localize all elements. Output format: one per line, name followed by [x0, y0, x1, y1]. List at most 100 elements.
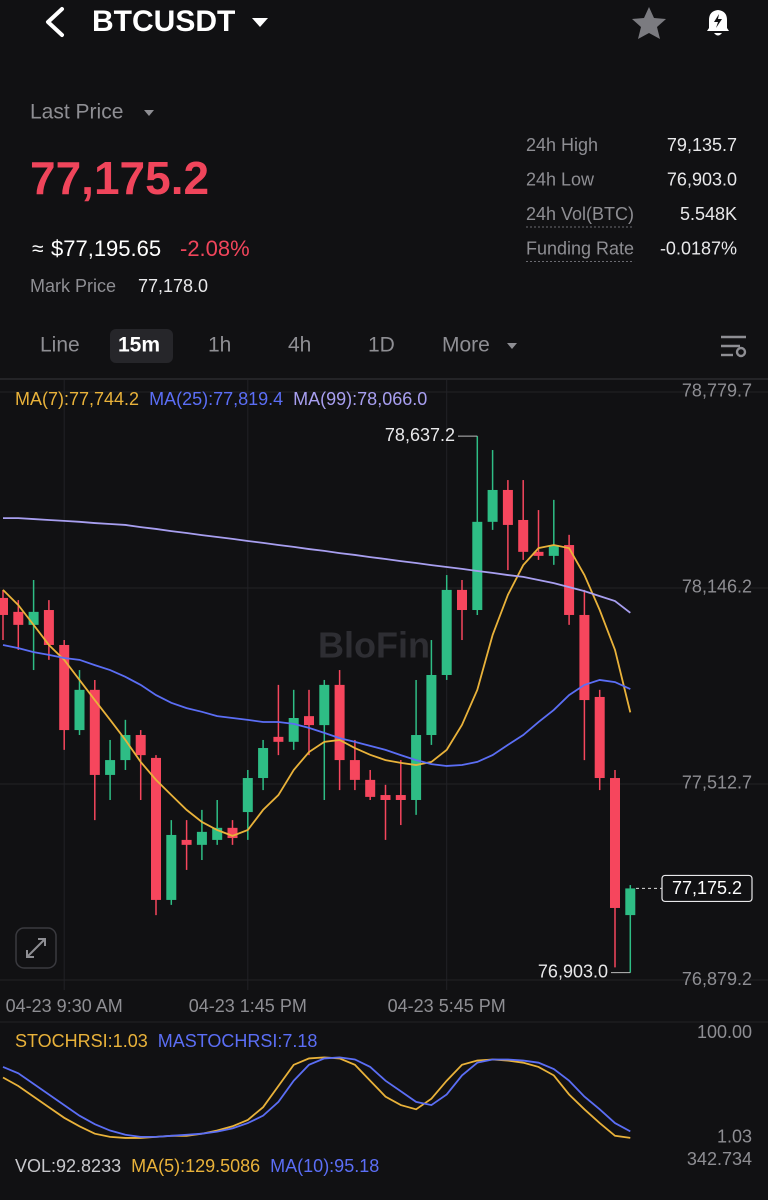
stat-label[interactable]: 24h Vol(BTC) — [526, 204, 634, 224]
legend-entry[interactable]: STOCHRSI:1.03 — [15, 1031, 148, 1051]
candle-body — [457, 589, 467, 611]
alert-bell[interactable] — [707, 10, 729, 36]
x-tick-label: 04-23 9:30 AM — [6, 996, 123, 1016]
high-label: 78,637.2 — [385, 425, 455, 445]
interval-tab[interactable]: 1h — [208, 334, 231, 357]
mark-price-label: Mark Price — [30, 276, 116, 296]
interval-tab[interactable]: Line — [40, 334, 80, 357]
candle-body — [548, 545, 559, 556]
y-tick-label: 100.00 — [697, 1022, 752, 1042]
y-tick-label: 76,879.2 — [682, 969, 752, 989]
candle-body — [59, 644, 70, 731]
candle-body — [319, 684, 330, 726]
more-dropdown[interactable] — [507, 343, 517, 349]
x-tick-label: 04-23 5:45 PM — [388, 996, 506, 1016]
candle-body — [258, 748, 269, 779]
series-line — [2, 1056, 631, 1138]
interval-tab[interactable]: More — [442, 334, 490, 357]
candle-body — [13, 611, 24, 625]
series-line — [2, 544, 632, 837]
candle-body — [166, 834, 177, 900]
candle-body — [120, 735, 131, 761]
volume-legend-item: MA(10):95.18 — [270, 1156, 379, 1176]
candle-body — [579, 614, 590, 701]
interval-tab[interactable]: 15m — [118, 334, 160, 357]
last-price-tag: 77,175.2 — [672, 878, 742, 898]
interval-tab[interactable]: 1D — [368, 334, 395, 357]
last-price-label[interactable]: Last Price — [30, 101, 123, 124]
candle-body — [487, 489, 498, 522]
candle-body — [181, 839, 192, 845]
candle-body — [594, 696, 605, 779]
candle-body — [395, 795, 406, 800]
last-price: 77,175.2 — [30, 152, 209, 204]
y-tick-label: 1.03 — [717, 1127, 752, 1147]
candle-body — [304, 716, 314, 726]
candle-body — [334, 684, 345, 761]
series-line — [2, 644, 631, 767]
candle-body — [472, 521, 483, 611]
legend-entry[interactable]: MASTOCHRSI:7.18 — [158, 1031, 318, 1051]
candle-body — [533, 551, 544, 556]
volume-axis-label: 342.734 — [687, 1149, 752, 1169]
stats: 24h High 79,135.7 24h Low 76,903.0 24h Vol(B… — [526, 135, 737, 262]
series-line — [3, 517, 631, 614]
candle-body — [502, 489, 513, 525]
candle-body — [242, 778, 253, 813]
mark-price: 77,178.0 — [138, 276, 208, 296]
candle-body — [380, 795, 391, 800]
bell-bolt — [714, 14, 722, 28]
candle-body — [74, 689, 85, 731]
candle-body — [518, 519, 529, 552]
series-line — [2, 1056, 631, 1139]
candle-body — [441, 589, 452, 675]
y-tick-label: 78,779.7 — [682, 381, 752, 401]
candle-body — [0, 597, 8, 615]
y-tick-label: 78,146.2 — [682, 577, 752, 597]
legend-entry[interactable]: MA(99):78,066.0 — [293, 389, 427, 409]
price-change: -2.08% — [180, 236, 250, 261]
low-label: 76,903.0 — [538, 961, 608, 981]
candle-body — [196, 831, 207, 845]
legend-entry[interactable]: MA(7):77,744.2 — [15, 389, 139, 409]
chart-settings[interactable] — [721, 335, 747, 358]
back-button[interactable] — [46, 7, 64, 37]
stat-value: 76,903.0 — [667, 169, 737, 189]
fullscreen-button[interactable] — [15, 927, 57, 969]
x-tick-label: 04-23 1:45 PM — [189, 996, 307, 1016]
candle-body — [610, 778, 620, 908]
symbol[interactable]: BTCUSDT — [92, 5, 235, 38]
stat-value: -0.0187% — [660, 238, 737, 258]
favorite-star[interactable] — [632, 7, 666, 39]
legend-entry[interactable]: MA(25):77,819.4 — [149, 389, 283, 409]
last-price-dropdown[interactable] — [144, 110, 154, 116]
y-tick-label: 77,512.7 — [682, 773, 752, 793]
candle-body — [227, 827, 238, 839]
interval-tab[interactable]: 4h — [288, 334, 311, 357]
usd-price: $77,195.65 — [51, 236, 161, 261]
candle-body — [273, 736, 284, 742]
candle-body — [43, 610, 54, 645]
approx-sign: ≈ — [32, 238, 44, 261]
watermark: BloFin — [318, 625, 430, 666]
fullscreen-icon — [26, 938, 46, 958]
candle-body — [151, 757, 161, 900]
candle-body — [625, 888, 636, 916]
candle-body — [135, 735, 146, 756]
candle-body — [212, 827, 223, 840]
last-price-box — [661, 874, 753, 903]
bell-clapper — [714, 33, 722, 36]
candle-body — [28, 611, 39, 625]
stat-value: 5.548K — [680, 204, 737, 224]
selected-tab-bg — [110, 329, 173, 363]
settings-gear — [735, 346, 747, 358]
candle-body — [89, 689, 100, 775]
symbol-dropdown[interactable] — [252, 18, 268, 27]
volume-legend: VOL:92.8233 MA(5):129.5086 MA(10):95.18 — [15, 1156, 379, 1176]
candle-body — [288, 717, 299, 742]
stat-label[interactable]: Funding Rate — [526, 238, 634, 258]
candle-body — [564, 545, 575, 615]
candle-body — [426, 674, 437, 736]
candle-body — [365, 779, 376, 797]
